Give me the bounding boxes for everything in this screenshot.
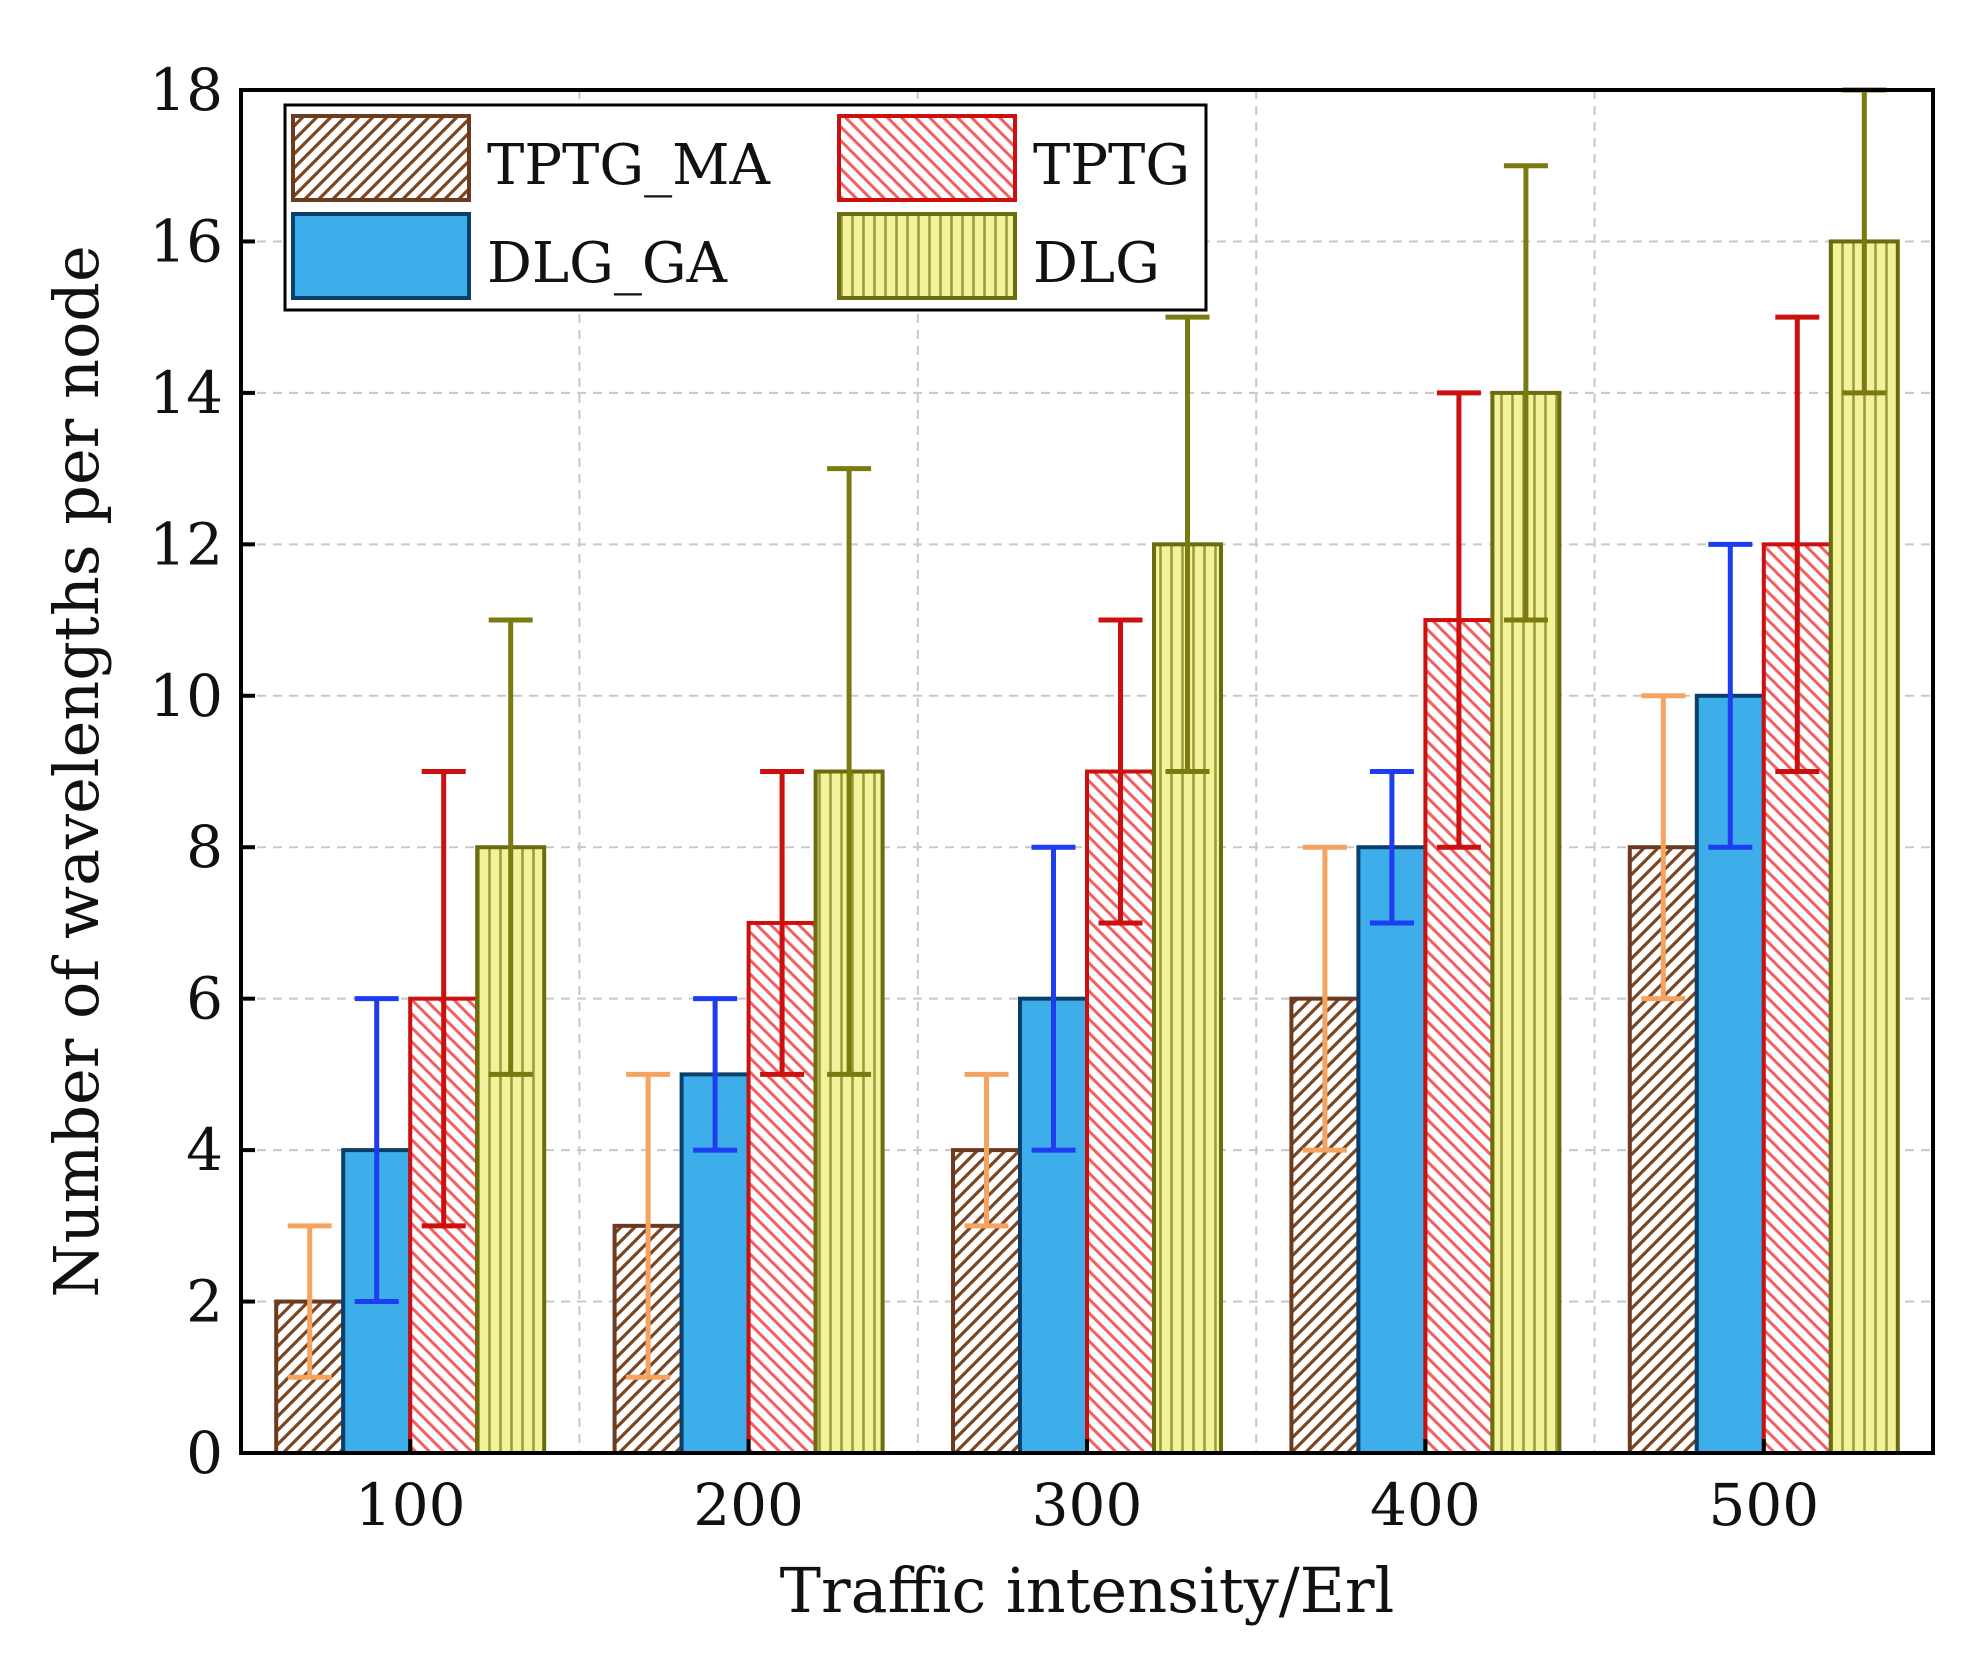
y-tick-label: 10 — [149, 662, 223, 730]
error-bar-DLG-300 — [1165, 314, 1210, 774]
y-axis-ticks: 0 2 4 6 8 10 12 14 16 18 — [149, 56, 255, 1487]
x-tick-label: 100 — [355, 1471, 466, 1539]
y-tick-label: 18 — [149, 56, 223, 124]
legend-label-DLG: DLG — [1033, 231, 1160, 296]
bar-DLG-500 — [1828, 239, 1900, 1455]
error-bar-DLG-400 — [1503, 163, 1548, 623]
error-bar-DLG_GA-100 — [354, 996, 399, 1305]
y-tick-label: 16 — [149, 207, 223, 275]
error-bar-TPTG-100 — [421, 769, 466, 1229]
error-bar-TPTG-500 — [1775, 314, 1820, 774]
legend-swatch-DLG — [837, 212, 1017, 300]
y-tick-label: 6 — [186, 965, 223, 1033]
y-tick-label: 14 — [149, 359, 223, 427]
error-bar-TPTG-200 — [760, 769, 805, 1077]
legend-swatch-TPTG — [837, 114, 1017, 202]
legend-label-DLG_GA: DLG_GA — [487, 231, 728, 296]
error-bar-TPTG_MA-100 — [287, 1223, 332, 1380]
error-bar-DLG_GA-200 — [693, 996, 738, 1153]
error-bar-DLG_GA-500 — [1708, 541, 1753, 850]
y-tick-label: 0 — [186, 1419, 223, 1487]
x-tick-label: 500 — [1708, 1471, 1819, 1539]
legend-swatch-TPTG_MA — [291, 114, 471, 202]
bars — [274, 239, 1900, 1456]
x-tick-label: 400 — [1370, 1471, 1481, 1539]
error-bar-DLG-200 — [827, 466, 872, 1077]
error-bar-DLG-100 — [488, 617, 533, 1077]
legend-label-TPTG: TPTG — [1033, 133, 1190, 198]
error-bar-TPTG_MA-200 — [626, 1071, 671, 1380]
y-tick-label: 4 — [186, 1116, 223, 1184]
y-tick-label: 12 — [149, 510, 223, 578]
error-bar-TPTG-300 — [1098, 617, 1143, 926]
legend-swatch-DLG_GA — [291, 212, 471, 300]
error-bar-DLG_GA-400 — [1369, 769, 1414, 926]
y-tick-label: 2 — [186, 1268, 223, 1336]
error-bar-TPTG_MA-400 — [1302, 844, 1347, 1153]
error-bar-DLG_GA-300 — [1031, 844, 1076, 1153]
x-tick-label: 200 — [693, 1471, 804, 1539]
y-tick-label: 8 — [186, 813, 223, 881]
error-bar-TPTG_MA-500 — [1641, 693, 1686, 1002]
x-axis-ticks: 100 200 300 400 500 — [355, 1439, 1819, 1539]
x-tick-label: 300 — [1032, 1471, 1143, 1539]
x-axis-title: Traffic intensity/Erl — [780, 1554, 1395, 1627]
legend: TPTG_MA TPTG DLG_GA DLG — [283, 103, 1208, 312]
legend-label-TPTG_MA: TPTG_MA — [487, 133, 770, 198]
y-axis-title: Number of wavelengths per node — [40, 245, 113, 1297]
error-bar-TPTG_MA-300 — [964, 1071, 1009, 1229]
error-bar-TPTG-400 — [1436, 390, 1481, 850]
bar-DLG_GA-400 — [1356, 845, 1428, 1455]
